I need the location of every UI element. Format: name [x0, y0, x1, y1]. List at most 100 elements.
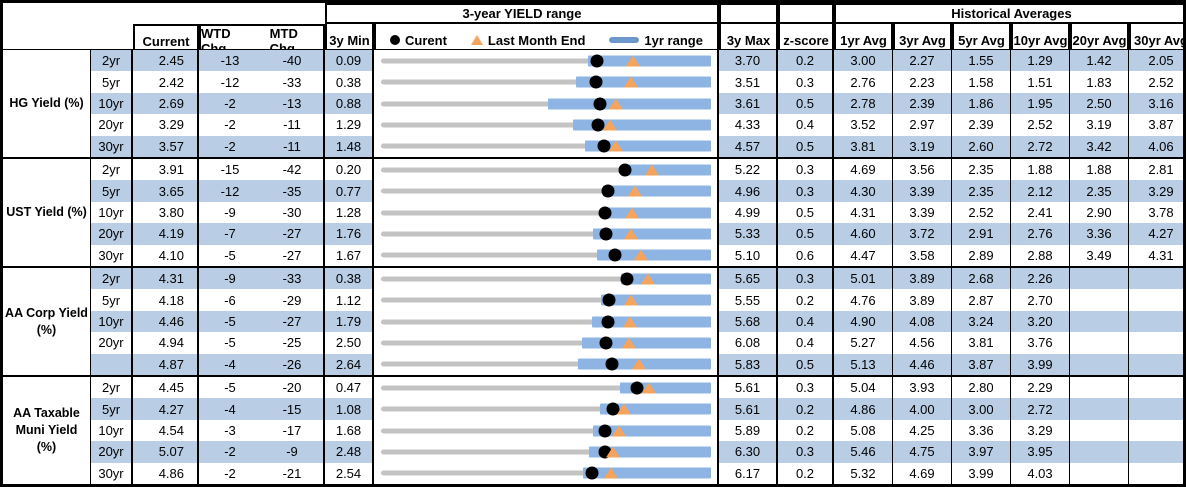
table-row: 30yr 4.10 -5 -27 1.67 5.10 0.6 4.47 3.58 2.89 2.88… [91, 244, 1183, 267]
wtd-mtd-chg-cell: -4 -26 [199, 353, 325, 376]
header-empty-box-max [719, 3, 778, 24]
historical-avg-cell: 3.99 [952, 462, 1011, 484]
table-row: 20yr 5.07 -2 -9 2.48 6.30 0.3 5.46 4.75 3.97 3.95 [91, 441, 1183, 463]
1yr-range-bar [576, 76, 711, 88]
table-row: 5yr 3.65 -12 -35 0.77 4.96 0.3 4.30 3.39 2.35 2.12… [91, 180, 1183, 202]
last-month-end-marker [631, 358, 646, 370]
historical-avg-cell: 3.00 [834, 50, 893, 72]
3y-min-cell: 1.76 [325, 223, 374, 245]
current-yield-cell: 4.46 [133, 310, 199, 333]
wtd-chg-value: -5 [224, 314, 236, 330]
historical-avg-cell: 2.78 [834, 92, 893, 115]
3y-min-cell: 1.67 [325, 244, 374, 267]
wtd-chg-value: -2 [224, 117, 236, 133]
historical-avg-cell: 2.97 [893, 114, 952, 136]
mtd-chg-value: -11 [283, 117, 301, 133]
current-yield-cell: 4.27 [133, 398, 199, 420]
wtd-chg-value: -9 [224, 271, 236, 287]
last-month-end-marker [605, 446, 620, 458]
1yr-range-bar [592, 316, 711, 328]
group-block: AA Taxable Muni Yield (%) 2yr 4.45 -5 -20 0.4… [3, 375, 1183, 484]
historical-avg-cell: 3.78 [1129, 201, 1183, 224]
wtd-mtd-chg-cell: -2 -13 [199, 92, 325, 115]
current-yield-marker [599, 336, 613, 350]
table-row: 20yr 4.19 -7 -27 1.76 5.33 0.5 4.60 3.72 2.91 2.76… [91, 223, 1183, 245]
historical-avg-cell: 3.93 [893, 377, 952, 399]
3y-max-cell: 5.65 [719, 268, 778, 290]
wtd-mtd-chg-cell: -2 -11 [199, 135, 325, 158]
3y-max-cell: 5.22 [719, 159, 778, 181]
last-month-end-marker [603, 119, 618, 131]
range-chart-cell [374, 50, 719, 72]
historical-avg-cell [1129, 353, 1183, 376]
tenor-cell: 10yr [91, 92, 133, 115]
last-month-end-marker [611, 425, 626, 437]
range-plot [381, 71, 711, 92]
current-yield-cell: 4.94 [133, 332, 199, 354]
historical-avg-cell: 2.88 [1011, 244, 1070, 267]
3y-min-cell: 2.48 [325, 441, 374, 463]
3y-range-track [381, 470, 711, 476]
mtd-chg-value: -25 [282, 335, 302, 351]
1yr-range-bar [582, 467, 711, 479]
historical-avg-cell: 3.16 [1129, 92, 1183, 115]
historical-avg-cell: 2.76 [834, 71, 893, 93]
historical-avg-cell: 2.29 [1011, 377, 1070, 399]
mtd-chg-value: -9 [286, 444, 298, 460]
z-score-cell: 0.2 [778, 462, 834, 484]
historical-avg-cell: 2.23 [893, 71, 952, 93]
wtd-chg-value: -2 [224, 444, 236, 460]
historical-avg-cell: 1.86 [952, 92, 1011, 115]
group-label: AA Corp Yield (%) [3, 268, 91, 375]
historical-avg-cell [1129, 268, 1183, 290]
historical-avg-cell: 2.39 [893, 92, 952, 115]
historical-avg-cell: 4.27 [1129, 223, 1183, 245]
3y-range-track [381, 297, 711, 303]
last-month-end-marker [608, 98, 623, 110]
current-yield-marker [598, 424, 612, 438]
wtd-mtd-chg-cell: -12 -33 [199, 71, 325, 93]
historical-avg-cell: 2.39 [952, 114, 1011, 136]
wtd-chg-value: -13 [220, 53, 240, 69]
historical-avg-cell: 2.81 [1129, 159, 1183, 181]
historical-avg-cell: 2.52 [1129, 71, 1183, 93]
table-row: 30yr 4.86 -2 -21 2.54 6.17 0.2 5.32 4.69 3.99 4.03 [91, 462, 1183, 484]
historical-avg-cell: 3.20 [1011, 310, 1070, 333]
current-yield-marker [585, 466, 599, 480]
historical-avg-cell [1129, 377, 1183, 399]
historical-avg-cell: 3.58 [893, 244, 952, 267]
historical-avg-cell [1070, 332, 1129, 354]
current-yield-cell: 3.91 [133, 159, 199, 181]
z-score-cell: 0.2 [778, 419, 834, 442]
wtd-chg-value: -12 [220, 183, 240, 199]
historical-avg-cell: 3.56 [893, 159, 952, 181]
3y-max-cell: 4.57 [719, 135, 778, 158]
3y-min-cell: 1.12 [325, 289, 374, 311]
current-yield-marker [590, 54, 604, 68]
tenor-cell: 30yr [91, 462, 133, 484]
current-yield-cell: 4.31 [133, 268, 199, 290]
current-yield-cell: 4.54 [133, 419, 199, 442]
historical-avg-cell [1070, 310, 1129, 333]
historical-avg-cell: 4.60 [834, 223, 893, 245]
mtd-chg-value: -33 [282, 74, 302, 90]
historical-avg-cell [1070, 377, 1129, 399]
historical-avg-cell: 5.46 [834, 441, 893, 463]
range-chart-cell [374, 244, 719, 267]
3y-max-cell: 6.17 [719, 462, 778, 484]
historical-avg-cell: 2.91 [952, 223, 1011, 245]
mtd-chg-value: -29 [282, 292, 302, 308]
historical-avg-cell: 2.27 [893, 50, 952, 72]
range-chart-cell [374, 419, 719, 442]
table-row: 5yr 2.42 -12 -33 0.38 3.51 0.3 2.76 2.23 1.58 1.51… [91, 71, 1183, 93]
wtd-chg-value: -2 [224, 465, 236, 481]
historical-avg-cell: 4.31 [1129, 244, 1183, 267]
z-score-cell: 0.3 [778, 71, 834, 93]
historical-avg-cell: 2.70 [1011, 289, 1070, 311]
wtd-chg-value: -4 [224, 401, 236, 417]
range-plot [381, 114, 711, 135]
3y-min-cell: 2.50 [325, 332, 374, 354]
historical-avg-cell [1070, 419, 1129, 442]
historical-avg-cell: 4.03 [1011, 462, 1070, 484]
historical-avg-cell: 4.00 [893, 398, 952, 420]
